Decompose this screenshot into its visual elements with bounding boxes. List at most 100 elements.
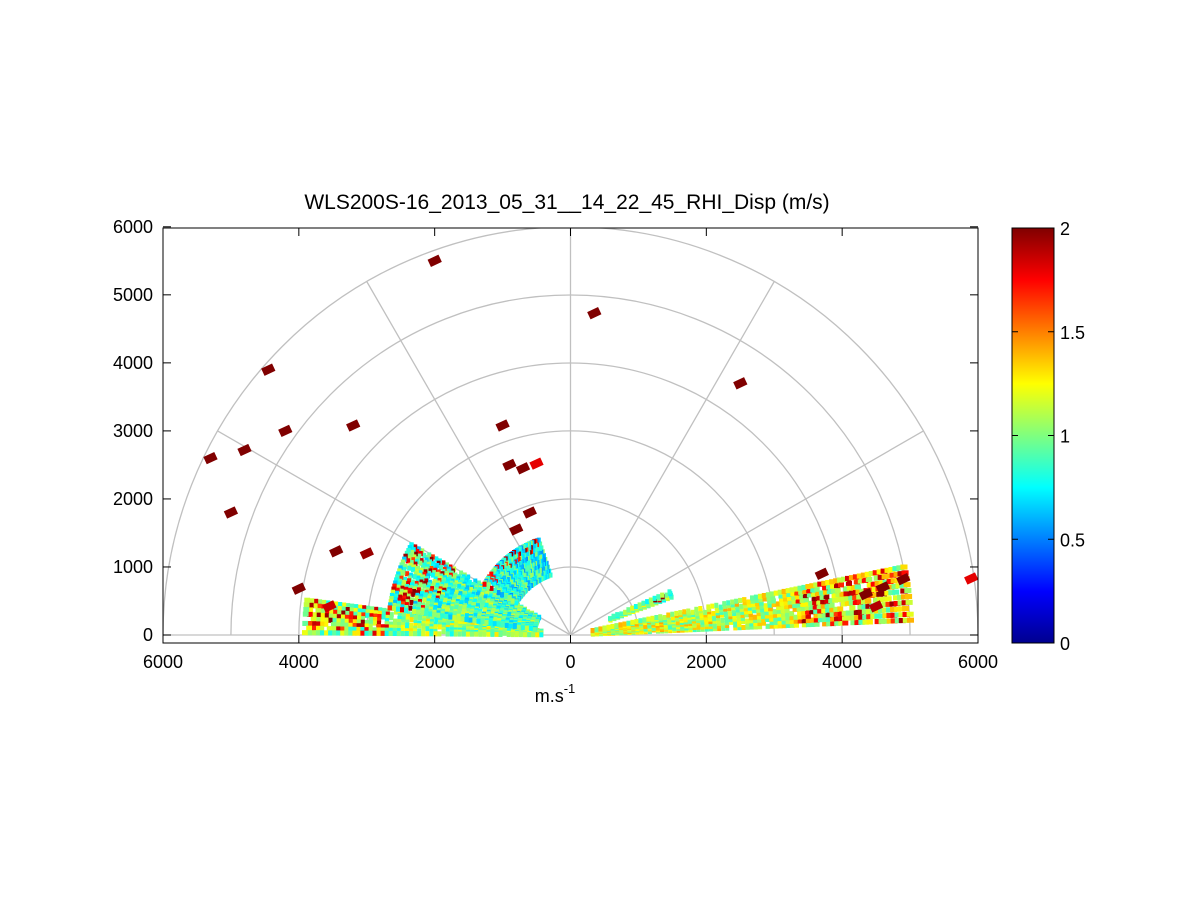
data-cell <box>725 622 730 628</box>
data-cell <box>402 595 407 601</box>
data-cell <box>422 597 427 603</box>
data-cell <box>414 598 418 604</box>
data-cell <box>408 572 413 578</box>
data-cell <box>395 587 400 593</box>
data-cell <box>393 596 398 602</box>
data-cell <box>742 597 747 603</box>
data-cell <box>853 609 860 615</box>
data-cell <box>406 578 411 584</box>
data-cell <box>408 552 413 558</box>
data-cell <box>718 604 723 610</box>
data-cell <box>449 631 454 637</box>
data-cell <box>764 606 769 612</box>
data-cell <box>830 583 836 589</box>
data-cell <box>343 614 349 620</box>
data-cell <box>404 625 409 631</box>
data-cell <box>821 612 828 618</box>
data-cell <box>403 553 408 559</box>
data-cell <box>306 611 313 617</box>
data-cell <box>889 601 897 607</box>
data-cell <box>764 610 770 616</box>
data-cell <box>400 572 405 578</box>
data-cell <box>319 612 325 618</box>
data-cell <box>756 614 762 620</box>
data-cell <box>802 588 808 594</box>
data-cell <box>646 601 651 607</box>
data-cell <box>816 599 822 605</box>
data-cell <box>399 575 404 581</box>
data-cell <box>343 622 349 628</box>
y-tick-label: 5000 <box>113 285 153 305</box>
y-tick-label: 0 <box>143 625 153 645</box>
data-cell <box>643 622 648 628</box>
data-cell <box>800 605 806 611</box>
data-cell <box>412 554 417 560</box>
data-cell <box>857 578 865 584</box>
data-cell <box>890 618 898 624</box>
data-cell <box>850 620 857 626</box>
colorbar-tick-label: 1.5 <box>1060 323 1085 343</box>
data-cell <box>302 630 308 636</box>
data-cell <box>771 602 777 608</box>
data-cell <box>380 627 385 633</box>
data-cell <box>832 597 839 603</box>
data-cells <box>302 537 914 638</box>
data-cell <box>852 594 859 600</box>
data-cell <box>424 566 429 572</box>
data-cell <box>906 617 914 623</box>
data-cell <box>706 604 711 610</box>
data-cell <box>833 611 840 617</box>
outlier-cell <box>587 307 602 320</box>
data-cell <box>361 605 367 611</box>
x-tick-label: 2000 <box>415 652 455 672</box>
colorbar-tick-label: 0.5 <box>1060 530 1085 550</box>
data-cell <box>420 588 425 594</box>
data-cell <box>812 600 818 606</box>
data-cell <box>878 618 886 624</box>
data-cell <box>516 624 521 630</box>
data-cell <box>678 610 683 616</box>
data-cell <box>876 597 884 603</box>
data-cell <box>739 606 744 612</box>
data-cell <box>307 602 314 608</box>
data-cell <box>414 595 419 601</box>
data-cell <box>799 597 805 603</box>
data-cell <box>733 622 738 628</box>
data-cell <box>760 613 766 619</box>
data-cell <box>355 630 361 636</box>
data-cell <box>409 628 413 634</box>
data-cell <box>720 612 724 618</box>
data-cell <box>347 619 353 625</box>
data-cell <box>727 608 732 614</box>
data-cell <box>731 608 736 614</box>
data-cell <box>417 601 422 607</box>
data-cell <box>771 598 776 604</box>
data-cell <box>523 632 527 638</box>
data-cell <box>757 620 762 626</box>
data-cell <box>671 615 675 621</box>
data-cell <box>421 626 426 632</box>
data-cell <box>384 624 389 630</box>
data-cell <box>793 622 799 628</box>
data-cell <box>368 623 373 629</box>
data-cell <box>347 622 353 628</box>
data-cell <box>502 630 507 636</box>
data-cell <box>733 625 738 631</box>
data-cell <box>835 592 842 598</box>
data-cell <box>391 606 396 612</box>
data-cell <box>752 608 757 614</box>
y-tick-label: 3000 <box>113 421 153 441</box>
data-cell <box>521 573 526 579</box>
data-cell <box>403 589 408 595</box>
data-cell <box>424 610 429 616</box>
x-axis-label: m.s-1 <box>535 681 576 706</box>
data-cell <box>345 603 351 609</box>
data-cell <box>404 628 409 634</box>
data-cell <box>878 580 886 586</box>
data-cell <box>744 612 749 618</box>
data-cell <box>800 601 806 607</box>
data-cell <box>405 584 410 590</box>
data-cell <box>397 619 402 625</box>
data-cell <box>402 592 407 598</box>
data-cell <box>874 619 882 625</box>
